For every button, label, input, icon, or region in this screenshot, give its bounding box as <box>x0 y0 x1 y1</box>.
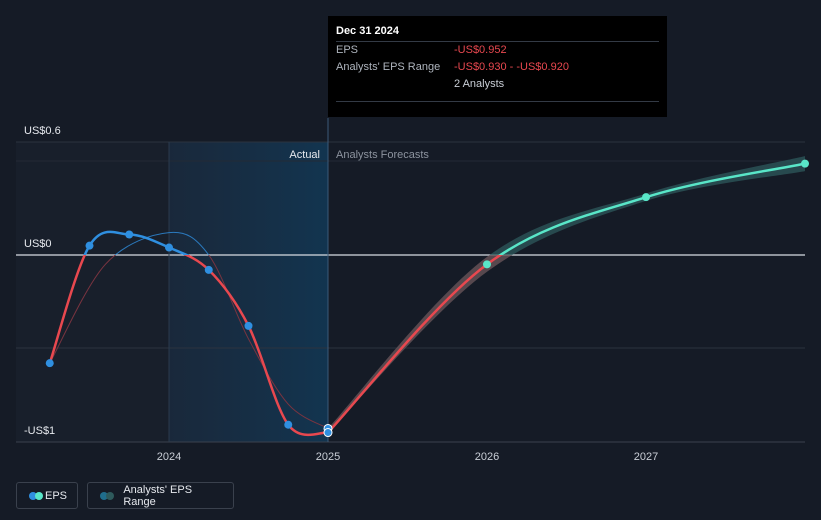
chart-tooltip: Dec 31 2024 EPS -US$0.952 Analysts' EPS … <box>328 16 667 117</box>
eps-point-1 <box>85 241 94 250</box>
forecast-point-0 <box>483 260 491 269</box>
tooltip-analysts-count: 2 Analysts <box>454 78 505 90</box>
forecast-line-negative <box>327 255 503 434</box>
legend-eps-button[interactable]: EPS <box>16 482 78 509</box>
forecast-line <box>498 162 806 255</box>
eps-point-2 <box>125 230 134 239</box>
y-label-1: US$0 <box>24 238 52 250</box>
legend-range-button[interactable]: Analysts' EPS Range <box>87 482 234 509</box>
past-region-bg <box>16 142 169 442</box>
tooltip-divider <box>336 101 659 102</box>
eps-point-4 <box>204 265 213 274</box>
forecast-point-2 <box>801 159 809 168</box>
x-tick-2026: 2026 <box>475 451 499 463</box>
eps-line-negative <box>48 255 329 437</box>
actual-region-bg <box>169 142 328 442</box>
tooltip-eps-row: EPS -US$0.952 <box>336 41 659 59</box>
eps-point-5 <box>244 321 253 330</box>
tooltip-eps-value: -US$0.952 <box>454 44 507 56</box>
tooltip-date: Dec 31 2024 <box>336 25 399 37</box>
x-tick-2025: 2025 <box>316 451 340 463</box>
legend-range-label: Analysts' EPS Range <box>123 483 193 508</box>
forecast-range-band <box>328 156 805 433</box>
tooltip-range-row: Analysts' EPS Range -US$0.930 - -US$0.92… <box>336 59 659 76</box>
eps-point-6 <box>284 420 293 429</box>
forecast-range-band-negative <box>328 255 513 433</box>
eps-chart: Actual Analysts Forecasts US$0.6 US$0 -US$1 2… <box>16 118 809 463</box>
actual-label: Actual <box>289 149 320 161</box>
tooltip-range-value: -US$0.930 - -US$0.920 <box>454 61 569 73</box>
tooltip-eps-label: EPS <box>336 44 359 56</box>
eps-point-0 <box>45 359 54 368</box>
forecast-point-1 <box>642 193 650 202</box>
x-tick-2027: 2027 <box>634 451 658 463</box>
x-tick-2024: 2024 <box>157 451 181 463</box>
eps-point-3 <box>165 243 173 252</box>
tooltip-range-label: Analysts' EPS Range <box>336 61 441 73</box>
past-estimate-line-negative <box>49 255 329 429</box>
eps-legend-icon <box>29 491 43 501</box>
eps-point-2025-highlight <box>323 428 333 438</box>
range-legend-icon <box>100 491 115 501</box>
y-label-0: US$0.6 <box>24 125 61 137</box>
legend-eps-label: EPS <box>44 489 67 502</box>
forecast-label: Analysts Forecasts <box>336 149 429 161</box>
tooltip-analysts-row: 2 Analysts <box>336 76 659 93</box>
past-estimate-line <box>114 231 210 255</box>
y-label-2: -US$1 <box>24 425 55 437</box>
